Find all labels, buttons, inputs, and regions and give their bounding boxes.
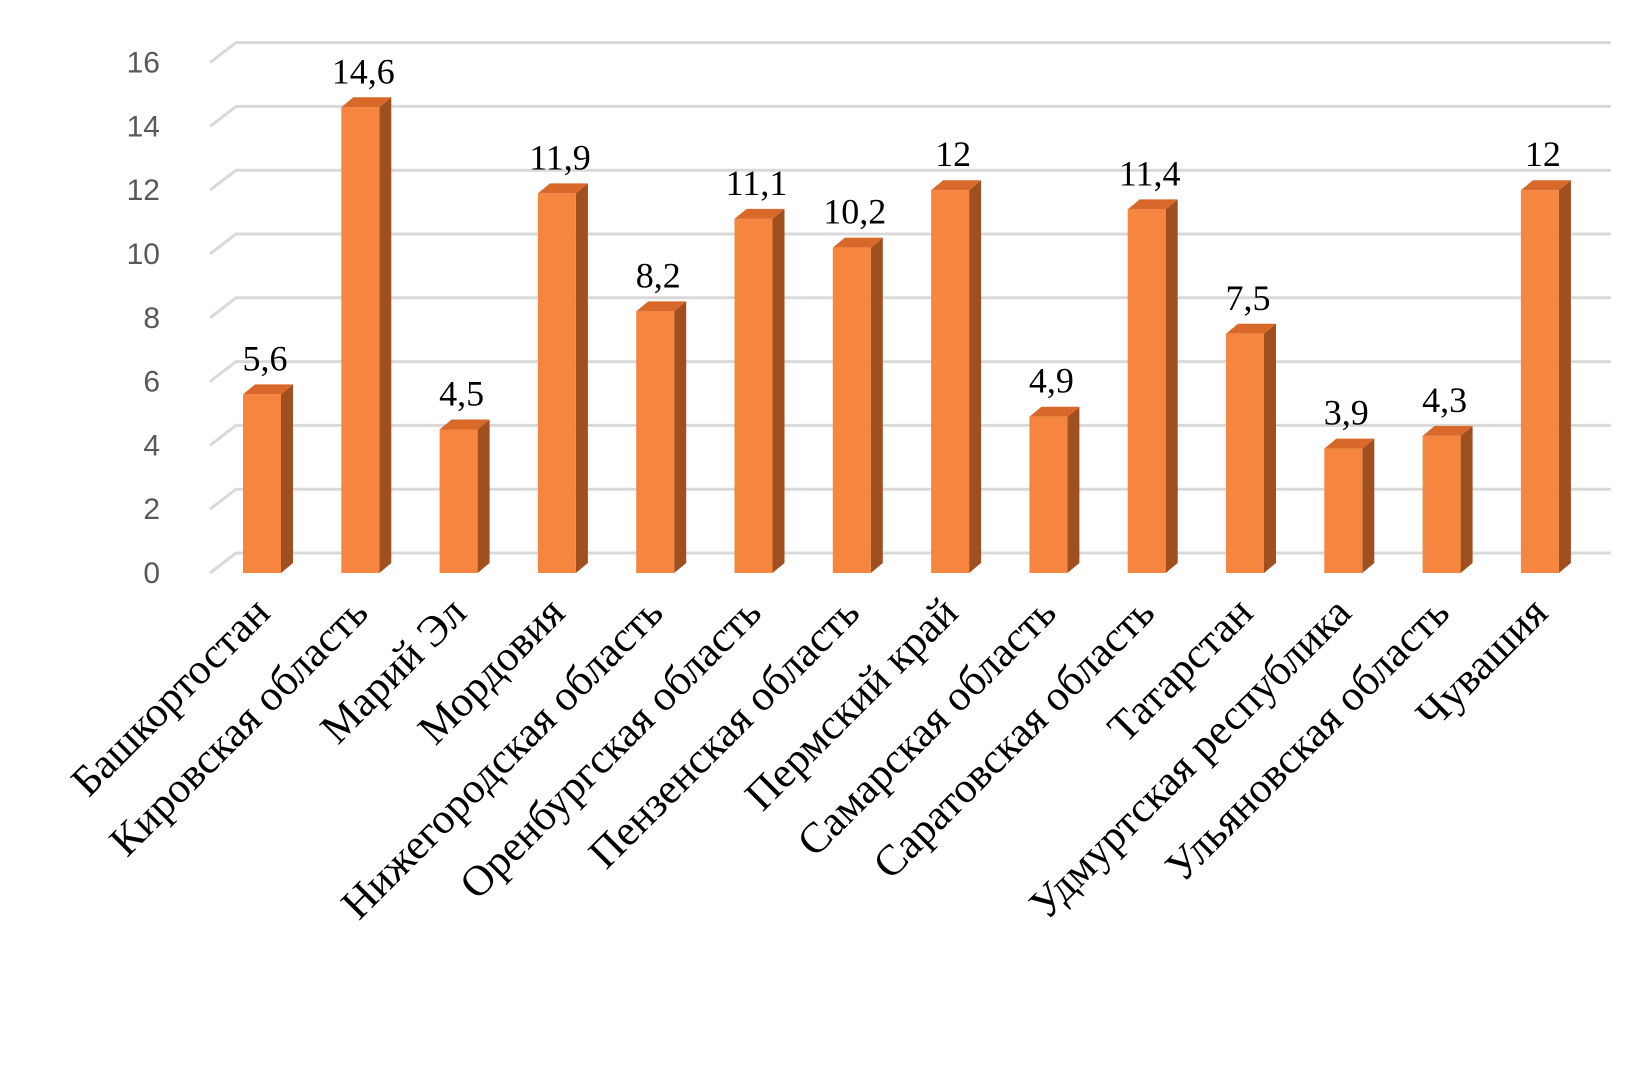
data-label: 11,1 <box>726 163 788 203</box>
grid-lines <box>209 41 1611 575</box>
gridline <box>209 360 1611 383</box>
bar-front-face <box>341 107 380 573</box>
data-label: 12 <box>1525 134 1561 174</box>
bar-top-face <box>341 97 392 108</box>
bar <box>1422 425 1473 573</box>
bar-top-face <box>832 237 883 248</box>
bar-top-face <box>1029 406 1080 417</box>
gridline <box>209 104 1611 128</box>
data-label: 4,5 <box>439 373 484 413</box>
y-tick-label: 0 <box>143 557 160 590</box>
data-label: 5,6 <box>243 338 288 378</box>
bar-side-face <box>1067 406 1080 573</box>
bar-side-face <box>1264 323 1276 573</box>
gridline <box>209 232 1611 256</box>
y-tick-label: 14 <box>127 110 160 143</box>
bar-front-face <box>537 193 576 573</box>
bar-front-face <box>1324 448 1363 573</box>
bar <box>734 208 785 573</box>
bar <box>439 419 490 573</box>
data-labels: 5,6 14,6 4,5 11,9 8,2 11,1 10,2 12 4,9 11,4 7,5 3,9… <box>243 51 1561 432</box>
bar-front-face <box>931 190 970 573</box>
data-label: 12 <box>935 134 971 174</box>
y-tick-label: 10 <box>127 238 160 271</box>
bar <box>636 301 687 573</box>
bar-side-face <box>870 237 883 573</box>
data-label: 4,3 <box>1422 380 1467 420</box>
bar <box>1029 406 1080 573</box>
bar-side-face <box>1165 199 1178 573</box>
data-label: 10,2 <box>823 192 886 232</box>
bar-front-face <box>439 429 478 573</box>
bar-side-face <box>969 180 982 573</box>
bar-side-face <box>477 419 490 573</box>
bar-front-face <box>1422 435 1461 573</box>
data-label: 3,9 <box>1324 393 1369 433</box>
bar-side-face <box>674 301 687 573</box>
bar-front-face <box>832 247 871 573</box>
bars <box>243 97 1571 573</box>
bar-top-face <box>1520 180 1571 191</box>
gridline <box>209 296 1611 319</box>
bar-side-face <box>281 384 293 573</box>
gridline <box>209 423 1611 447</box>
bar-front-face <box>1226 333 1264 573</box>
y-tick-label: 2 <box>143 493 160 526</box>
bar-side-face <box>575 183 588 573</box>
y-tick-label: 12 <box>127 174 160 207</box>
bar-top-face <box>1226 323 1276 334</box>
gridline <box>209 487 1611 511</box>
bar-top-face <box>734 208 785 219</box>
y-axis-ticks: 0 2 4 6 8 10 12 14 16 <box>127 47 160 590</box>
data-label: 11,4 <box>1119 153 1181 193</box>
bar-side-face <box>379 97 392 573</box>
bar <box>243 384 293 573</box>
gridline <box>209 168 1611 192</box>
y-tick-label: 16 <box>127 47 160 80</box>
bar-front-face <box>1029 416 1068 573</box>
bar-top-face <box>636 301 687 312</box>
bar <box>537 183 588 573</box>
bar <box>1127 199 1178 573</box>
bar-top-face <box>439 419 490 430</box>
bar-side-face <box>1558 180 1571 573</box>
bar-side-face <box>1460 425 1473 573</box>
bar-side-face <box>1362 438 1375 573</box>
bar <box>1226 323 1276 573</box>
gridline <box>209 551 1611 575</box>
bar <box>931 180 982 573</box>
data-label: 4,9 <box>1029 361 1074 401</box>
data-label: 14,6 <box>332 51 395 91</box>
bar-front-face <box>1127 209 1166 573</box>
y-tick-label: 6 <box>143 366 160 399</box>
bar <box>1324 438 1375 573</box>
gridline <box>209 41 1611 64</box>
bar-top-face <box>1422 425 1473 436</box>
bar-front-face <box>636 311 675 573</box>
data-label: 7,5 <box>1226 278 1271 318</box>
bar-front-face <box>1520 190 1559 573</box>
bar <box>832 237 883 573</box>
bar-top-face <box>1324 438 1375 449</box>
bar <box>1520 180 1571 573</box>
bar-front-face <box>734 218 773 573</box>
bar-top-face <box>537 183 588 194</box>
data-label: 8,2 <box>636 255 681 295</box>
y-tick-label: 4 <box>143 429 160 462</box>
bar-side-face <box>772 208 785 573</box>
data-label: 11,9 <box>529 137 591 177</box>
bar-top-face <box>1127 199 1178 210</box>
bar-front-face <box>243 394 281 573</box>
bar-top-face <box>243 384 293 395</box>
bar <box>341 97 392 573</box>
bar-top-face <box>931 180 982 191</box>
y-tick-label: 8 <box>143 302 160 335</box>
